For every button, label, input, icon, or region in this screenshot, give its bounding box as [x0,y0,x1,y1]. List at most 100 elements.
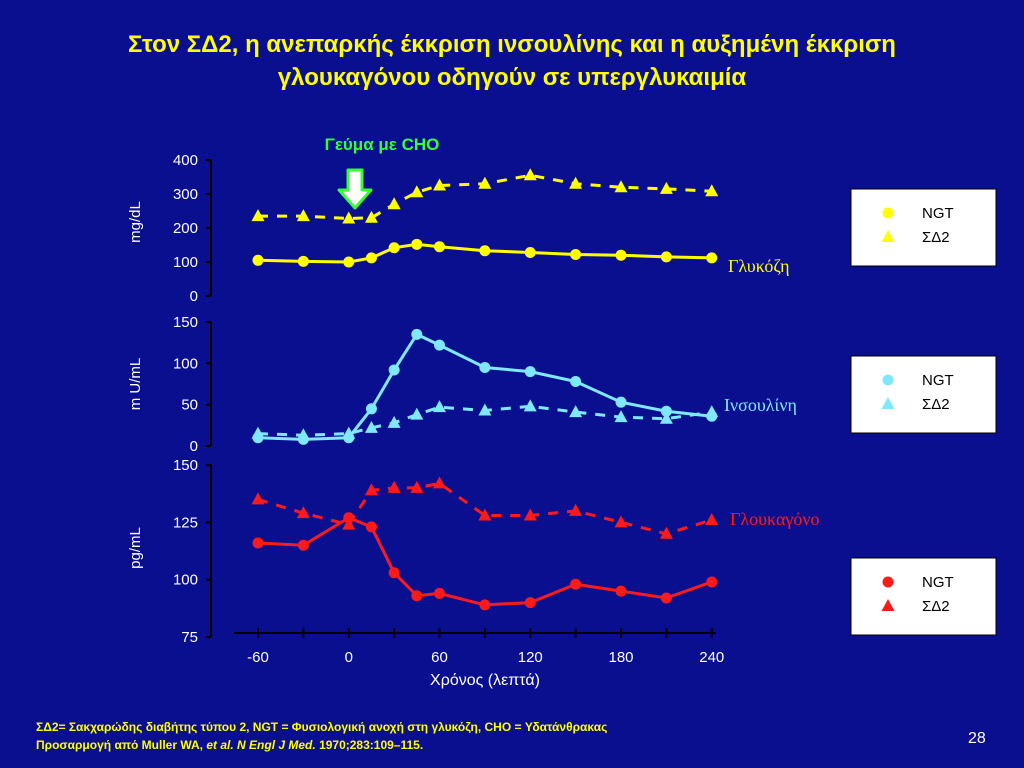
glucose-sd2-point [387,197,401,210]
glucose-sd2-point [705,184,719,197]
glucagon-y-axis-label: pg/mL [127,527,144,569]
insulin-series-label: Ινσουλίνη [724,395,797,415]
insulin-legend-box [850,355,997,434]
insulin-ngt-point [615,396,627,408]
glucagon-ngt-point [570,578,582,590]
insulin-sd2-point [523,399,537,412]
x-tick-label: 120 [518,649,543,666]
insulin-y-axis-label: m U/mL [127,358,144,411]
glucagon-ngt-point [388,567,400,579]
glucose-sd2-point [569,176,583,189]
glucose-legend-box [850,188,997,267]
x-tick-label: 180 [608,649,633,666]
insulin-sd2-point [705,405,719,418]
glucagon-legend: NGT ΣΔ2 [850,557,997,636]
meal-arrow-icon [337,168,373,210]
glucagon-legend-box [850,557,997,636]
insulin-sd2-point [296,428,310,441]
glucagon-sd2-point [569,503,583,516]
insulin-panel: 0 50 100 150 m U/mL Ινσουλίνη NGT ΣΔ2 [127,314,997,455]
glucose-ngt-point [297,255,309,267]
insulin-y-tick-label: 100 [173,355,198,372]
insulin-ngt-point [365,403,377,415]
glucagon-legend-ngt-marker [882,576,894,588]
glucagon-sd2-point [387,480,401,493]
glucagon-sd2-point [523,508,537,521]
glucose-y-tick-label: 300 [173,186,198,203]
glucose-series-label: Γλυκόζη [728,256,790,276]
insulin-ngt-point [388,364,400,376]
glucagon-y-tick-label: 150 [173,457,198,474]
glucagon-series-label: Γλουκαγόνο [730,509,819,529]
glucagon-sd2-point [433,476,446,489]
insulin-sd2-point [478,403,492,416]
glucagon-legend-sd2-label: ΣΔ2 [922,598,950,615]
glucagon-sd2-point [364,483,378,496]
glucagon-legend-sd2-marker [881,599,895,611]
insulin-y-tick-label: 150 [173,314,198,331]
insulin-ngt-point [411,328,423,340]
x-axis-label: Χρόνος (λεπτά) [430,672,540,689]
glucose-sd2-point [296,209,310,222]
insulin-ngt-point [524,366,536,378]
insulin-sd2-point [364,420,378,433]
x-tick-label: 240 [699,649,724,666]
glucose-ngt-point [411,238,423,250]
glucose-ngt-point [570,249,582,261]
insulin-y-tick-label: 0 [190,438,198,455]
glucose-ngt-point [524,246,536,258]
glucose-sd2-point [410,185,424,198]
glucose-ngt-point [343,256,355,268]
glucose-sd2-point [523,168,537,181]
glucose-legend-sd2-marker [881,230,895,242]
insulin-legend-sd2-marker [881,397,895,409]
glucose-legend-ngt-label: NGT [922,205,954,222]
glucagon-ngt-point [434,587,445,599]
x-tick-label: 60 [431,649,448,666]
footnote-citation: Προσαρμογή από Muller WA, et al. N Engl … [36,738,424,752]
glucose-sd2-point [659,181,673,194]
insulin-sd2-point [614,410,628,423]
glucose-ngt-point [660,251,672,263]
glucagon-ngt-point [615,585,627,597]
insulin-legend-sd2-label: ΣΔ2 [922,396,950,413]
glucagon-ngt-line [257,516,713,607]
glucose-sd2-point [342,211,356,224]
title-line-2: γλουκαγόνου οδηγούν σε υπεργλυκαιμία [277,64,747,91]
glucose-ngt-point [434,241,445,253]
meal-label: Γεύμα με CHO [325,135,440,154]
insulin-ngt-point [434,339,445,351]
glucose-panel: 0 100 200 300 400 mg/dL Γλυκόζη NGT ΣΔ2 [127,152,997,305]
glucose-y-tick-label: 400 [173,152,198,169]
glucagon-ngt-point [297,539,309,551]
glucagon-ngt-point [252,537,264,549]
glucagon-legend-ngt-label: NGT [922,574,954,591]
glucagon-sd2-point [659,526,673,539]
page-number: 28 [968,730,986,747]
insulin-sd2-point [410,407,424,420]
glucagon-ngt-point [411,590,423,602]
glucagon-y-tick-label: 125 [173,514,198,531]
meal-annotation: Γεύμα με CHO [325,135,440,210]
title-line-1: Στον ΣΔ2, η ανεπαρκής έκκριση ινσουλίνης… [128,31,896,58]
glucagon-sd2-point [410,480,424,493]
glucose-ngt-point [388,242,400,254]
glucose-ngt-point [365,252,377,264]
glucose-legend-sd2-label: ΣΔ2 [922,229,950,246]
insulin-legend: NGT ΣΔ2 [850,355,997,434]
slide-title: Στον ΣΔ2, η ανεπαρκής έκκριση ινσουλίνης… [0,28,1024,94]
glucose-y-axis-label: mg/dL [127,201,144,243]
glucagon-sd2-point [342,517,356,530]
glucose-ngt-point [252,254,264,266]
footnote-abbreviations: ΣΔ2= Σακχαρώδης διαβήτης τύπου 2, NGT = … [36,720,608,734]
glucagon-ngt-point [479,599,491,611]
x-tick-label: -60 [247,649,269,666]
glucagon-y-tick-label: 100 [173,572,198,589]
glucose-sd2-point [478,176,492,189]
glucose-sd2-point [614,180,628,193]
insulin-sd2-point [387,415,401,428]
insulin-sd2-point [342,426,356,439]
glucagon-sd2-point [478,508,492,521]
